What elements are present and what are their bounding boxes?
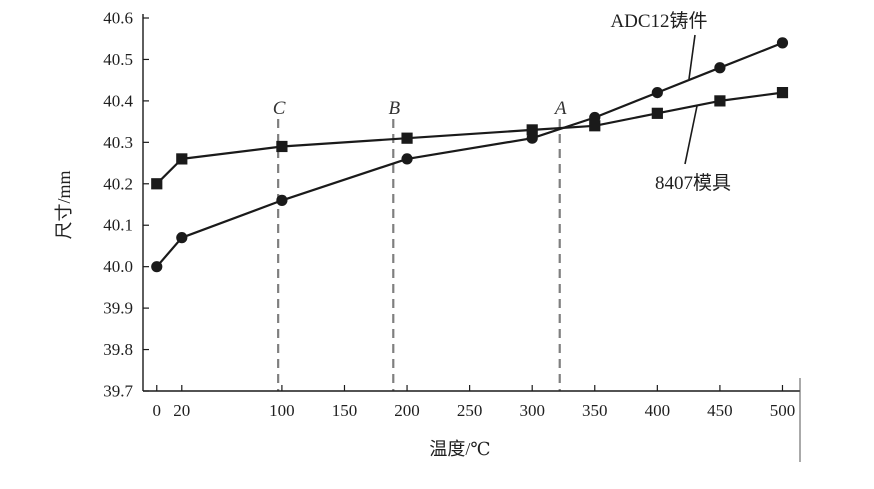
series-label-adc12: ADC12铸件 xyxy=(610,10,707,32)
x-tick-label: 500 xyxy=(770,401,796,420)
x-tick-label: 150 xyxy=(332,401,358,420)
y-tick-label: 40.2 xyxy=(103,174,133,193)
series-0-point xyxy=(276,194,288,206)
y-tick-label: 39.7 xyxy=(103,382,133,401)
x-tick-label: 250 xyxy=(457,401,483,420)
series-0-point xyxy=(651,87,663,99)
x-tick-label: 400 xyxy=(645,401,671,420)
series-0-point xyxy=(714,62,726,74)
y-axis-title: 尺寸/mm xyxy=(54,170,74,239)
y-tick-label: 40.4 xyxy=(103,91,133,110)
x-tick-label: 100 xyxy=(269,401,295,420)
series-1-point xyxy=(401,132,413,144)
reference-label-C: C xyxy=(273,98,286,119)
x-axis-title: 温度/℃ xyxy=(429,439,490,459)
y-tick-label: 39.9 xyxy=(103,299,133,318)
series-0-point xyxy=(151,261,163,273)
axes: 39.7 39.8 39.9 40.0 40.1 40.2 40.3 40.4 40.5 40.6… xyxy=(103,9,800,420)
x-tick-label: 0 xyxy=(153,401,162,420)
series-1-point xyxy=(651,107,663,119)
y-tick-label: 40.6 xyxy=(103,9,133,28)
series-line-1 xyxy=(156,91,783,185)
x-tick-label: 200 xyxy=(394,401,420,420)
series-0-point xyxy=(776,37,789,49)
x-tick-label: 450 xyxy=(707,401,733,420)
series-label-adc12-leader xyxy=(688,34,696,80)
x-tick-label: 20 xyxy=(173,401,190,420)
y-tick-label: 40.1 xyxy=(103,216,133,235)
x-tick-label: 350 xyxy=(582,401,608,420)
series-1-point xyxy=(176,153,188,165)
x-tick-label: 300 xyxy=(519,401,545,420)
series-label-8407-leader xyxy=(684,105,698,165)
series-0-point xyxy=(176,232,188,244)
series-label-8407: 8407模具 xyxy=(655,172,731,194)
series-1-point xyxy=(714,95,726,107)
series-group xyxy=(151,37,789,273)
y-tick-label: 40.0 xyxy=(103,257,133,276)
series-1-point xyxy=(776,87,789,99)
reference-label-A: A xyxy=(553,98,567,119)
y-tick-label: 40.3 xyxy=(103,133,133,152)
series-1-point xyxy=(151,178,163,190)
series-0-point xyxy=(401,153,413,165)
series-1-point xyxy=(589,120,601,132)
y-tick-label: 39.8 xyxy=(103,340,133,359)
series-1-point xyxy=(276,140,288,153)
reference-label-B: B xyxy=(388,98,400,119)
y-tick-label: 40.5 xyxy=(103,50,133,69)
series-1-point xyxy=(526,124,538,136)
